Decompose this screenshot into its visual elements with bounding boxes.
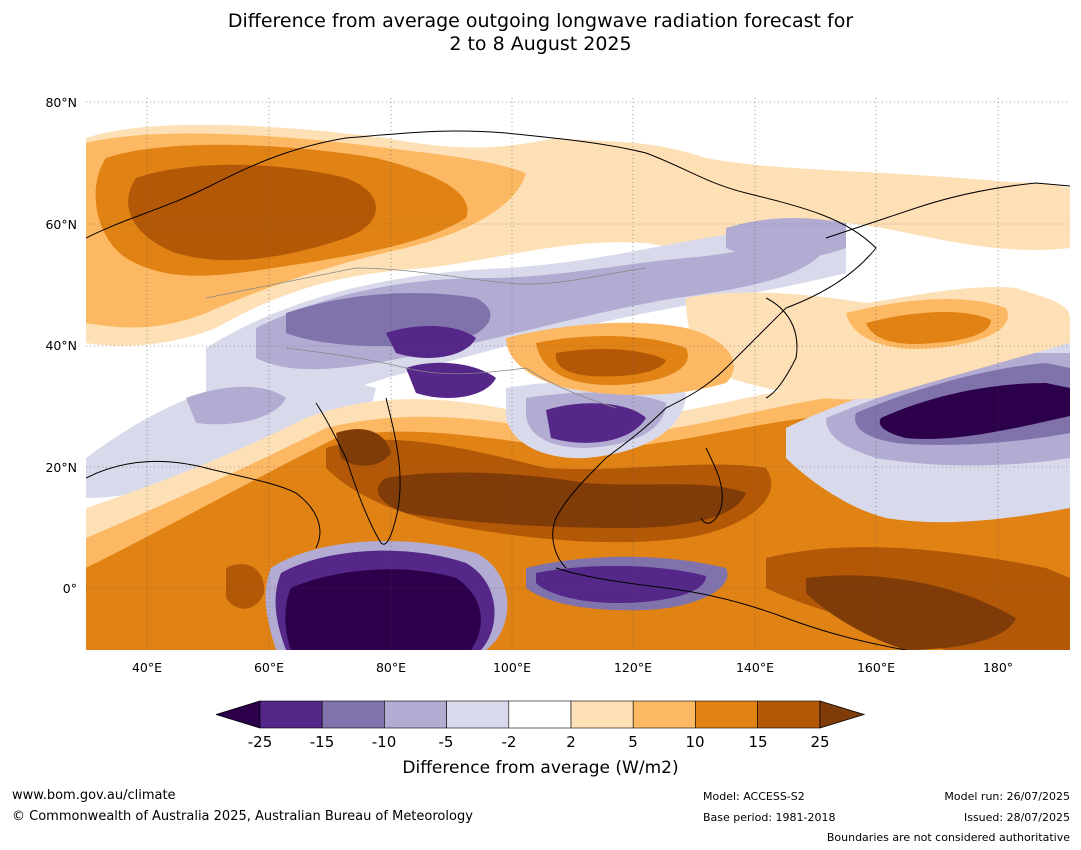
- colorbar-tick: 2: [566, 733, 576, 751]
- lon-label-180: 180°: [982, 660, 1014, 675]
- anomaly-region-india-core: [336, 429, 391, 466]
- anomaly-region-arabia-strong: [86, 544, 226, 638]
- lon-label-60e: 60°E: [253, 660, 285, 675]
- graticule: [86, 98, 1070, 650]
- anomaly-region-south-china-core: [546, 403, 646, 443]
- colorbar-swatch-neutral: [508, 700, 572, 729]
- colorbar-swatch-below-m25: [216, 700, 261, 729]
- colorbar-tick: -5: [438, 733, 454, 751]
- colorbar-tick: 25: [810, 733, 830, 751]
- anomaly-region-east-asia-core: [555, 348, 666, 377]
- colorbar-tick: -15: [309, 733, 335, 751]
- lat-label-40n: 40°N: [45, 338, 77, 353]
- colorbar-tick: 15: [748, 733, 768, 751]
- colorbar-label: Difference from average (W/m2): [402, 758, 679, 778]
- anomaly-region-middle-east-mid: [186, 386, 286, 425]
- colorbar-tick: -10: [371, 733, 397, 751]
- colorbar-swatch-p2-p5: [570, 700, 634, 729]
- colorbar-swatch-p15-p25: [757, 700, 821, 729]
- lat-label-60n: 60°N: [45, 217, 77, 232]
- lon-label-120e: 120°E: [613, 660, 652, 675]
- lon-label-80e: 80°E: [375, 660, 407, 675]
- colorbar-swatch-m10-m5: [384, 700, 447, 729]
- anomaly-region-maritime-continent-core: [536, 565, 706, 603]
- country-borders: [205, 267, 647, 409]
- colorbar-tick: 10: [685, 733, 705, 751]
- footer-model-run: Model run: 26/07/2025: [944, 790, 1070, 803]
- footer-base-period: Base period: 1981-2018: [703, 811, 836, 824]
- lat-label-equator: 0°: [62, 581, 77, 596]
- lon-label-100e: 100°E: [492, 660, 531, 675]
- olr-anomaly-map: [86, 98, 1070, 650]
- anomaly-region-north-pacific-strong: [866, 312, 991, 344]
- anomaly-region-nw-pacific-core: [879, 383, 1070, 439]
- lat-label-80n: 80°N: [45, 95, 77, 110]
- anomaly-region-east-siberia: [966, 182, 1070, 231]
- colorbar-tick: 5: [628, 733, 638, 751]
- anomaly-region-west-pacific-core: [806, 575, 1016, 650]
- map-title: Difference from average outgoing longwav…: [0, 10, 1081, 56]
- colorbar-swatch-above-p25: [819, 700, 866, 729]
- colorbar: [216, 700, 866, 729]
- lon-label-140e: 140°E: [735, 660, 774, 675]
- title-line-1: Difference from average outgoing longwav…: [227, 10, 854, 32]
- map-svg: [86, 98, 1070, 650]
- footer-url: www.bom.gov.au/climate: [12, 788, 176, 803]
- colorbar-swatch-m5-m2: [446, 700, 510, 729]
- anomaly-region-tibet-strong: [386, 326, 476, 358]
- anomaly-region-middle-east-light: [86, 377, 376, 498]
- footer-model: Model: ACCESS-S2: [703, 790, 805, 803]
- anomaly-region-arabian-sea-spot: [226, 564, 265, 609]
- lon-label-40e: 40°E: [131, 660, 163, 675]
- anomaly-region-tibet-south: [406, 362, 496, 398]
- colorbar-swatch-p5-p10: [632, 700, 696, 729]
- colorbar-swatch-m25-m15: [259, 700, 323, 729]
- colorbar-tick: -25: [247, 733, 273, 751]
- coastlines: [86, 130, 1070, 650]
- footer-issued: Issued: 28/07/2025: [963, 811, 1070, 824]
- footer-copyright: © Commonwealth of Australia 2025, Austra…: [12, 809, 473, 824]
- lon-label-160e: 160°E: [856, 660, 895, 675]
- colorbar-swatch-m15-m10: [321, 700, 385, 729]
- footer-disclaimer: Boundaries are not considered authoritat…: [826, 831, 1070, 844]
- anomaly-region-indochina-core: [377, 472, 746, 528]
- anomaly-region-indian-ocean-core: [285, 569, 481, 650]
- title-line-2: 2 to 8 August 2025: [449, 33, 632, 55]
- anomaly-region-central-russia-east: [726, 218, 846, 260]
- lat-label-20n: 20°N: [45, 460, 77, 475]
- colorbar-swatch-p10-p15: [695, 700, 758, 729]
- colorbar-tick: -2: [501, 733, 517, 751]
- anomaly-region-north-eurasia-core: [128, 164, 376, 261]
